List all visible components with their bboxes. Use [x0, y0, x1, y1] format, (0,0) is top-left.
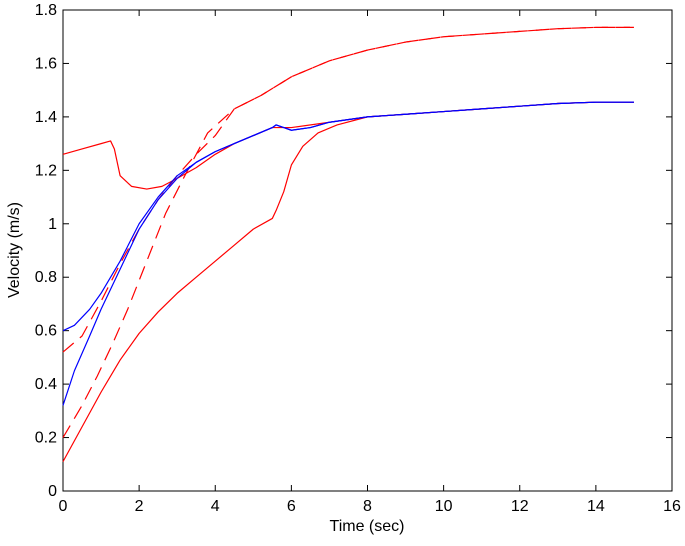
y-tick-label: 1.4 — [35, 109, 57, 126]
x-tick-label: 0 — [59, 498, 68, 515]
x-axis-title: Time (sec) — [330, 518, 405, 535]
x-axis-ticks: 0 2 4 6 8 10 12 14 16 — [59, 10, 681, 515]
y-tick-label: 1.8 — [35, 2, 57, 19]
series-layer — [62, 26, 634, 462]
x-tick-label: 6 — [287, 498, 296, 515]
x-tick-label: 12 — [511, 498, 529, 515]
y-tick-label: 0 — [48, 483, 57, 500]
series-line-2 — [62, 26, 634, 353]
y-tick-label: 1.6 — [35, 55, 57, 72]
x-tick-label: 16 — [663, 498, 681, 515]
series-line-1 — [62, 26, 634, 438]
x-tick-label: 2 — [135, 498, 144, 515]
plot-area — [62, 9, 673, 492]
y-axis-ticks: 0 0.2 0.4 0.6 0.8 1 1.2 1.4 1.6 1.8 — [35, 2, 672, 500]
x-tick-label: 4 — [211, 498, 220, 515]
y-tick-label: 1.2 — [35, 162, 57, 179]
y-tick-label: 0.4 — [35, 376, 57, 393]
y-tick-label: 0.2 — [35, 430, 57, 447]
y-axis-title: Velocity (m/s) — [6, 202, 23, 298]
x-tick-label: 14 — [587, 498, 605, 515]
x-tick-label: 10 — [435, 498, 453, 515]
x-tick-label: 8 — [363, 498, 372, 515]
series-line-6 — [62, 101, 634, 406]
y-tick-label: 0.8 — [35, 269, 57, 286]
y-tick-label: 0.6 — [35, 323, 57, 340]
y-tick-label: 1 — [48, 216, 57, 233]
